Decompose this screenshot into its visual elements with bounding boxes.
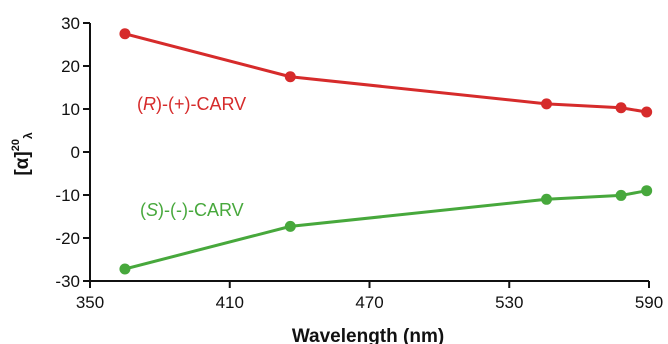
x-tick-label: 470 — [355, 293, 383, 312]
data-point — [119, 263, 131, 275]
y-tick-label: 20 — [61, 57, 80, 76]
y-tick-label: -10 — [55, 186, 80, 205]
series-layer — [119, 28, 653, 275]
y-tick-label: -20 — [55, 229, 80, 248]
data-point — [615, 189, 627, 201]
x-axis-title: Wavelength (nm) — [292, 326, 444, 344]
svg-text:[α]20λ: [α]20λ — [10, 132, 35, 176]
data-point — [615, 102, 627, 114]
x-tick-label: 530 — [495, 293, 523, 312]
y-tick-label: 10 — [61, 100, 80, 119]
series-r-carv — [119, 28, 653, 118]
data-point — [541, 193, 553, 205]
data-point — [284, 220, 296, 232]
data-point — [119, 28, 131, 40]
x-tick-label: 590 — [635, 293, 663, 312]
series-label-s-carv: (S)-(-)-CARV — [140, 200, 244, 220]
y-axis-title: [α]20λ — [10, 132, 35, 176]
y-axis-title-main: [α] — [12, 151, 33, 175]
y-axis-title-subscript: λ — [21, 132, 35, 139]
x-tick-label: 350 — [76, 293, 104, 312]
axes — [89, 23, 649, 282]
y-tick-label: 0 — [71, 143, 80, 162]
data-point — [641, 106, 653, 118]
y-tick-label: 30 — [61, 14, 80, 33]
series-s-carv — [119, 185, 653, 275]
x-tick-label: 410 — [216, 293, 244, 312]
y-axis-title-superscript: 20 — [10, 139, 22, 151]
y-tick-label: -30 — [55, 272, 80, 291]
data-point — [541, 98, 553, 110]
x-ticks: 350 410 470 530 590 — [76, 281, 663, 312]
series-label-r-carv: (R)-(+)-CARV — [137, 94, 246, 114]
data-point — [641, 185, 653, 197]
y-ticks: 30 20 10 0 -10 -20 -30 — [55, 14, 90, 291]
data-point — [284, 71, 296, 83]
